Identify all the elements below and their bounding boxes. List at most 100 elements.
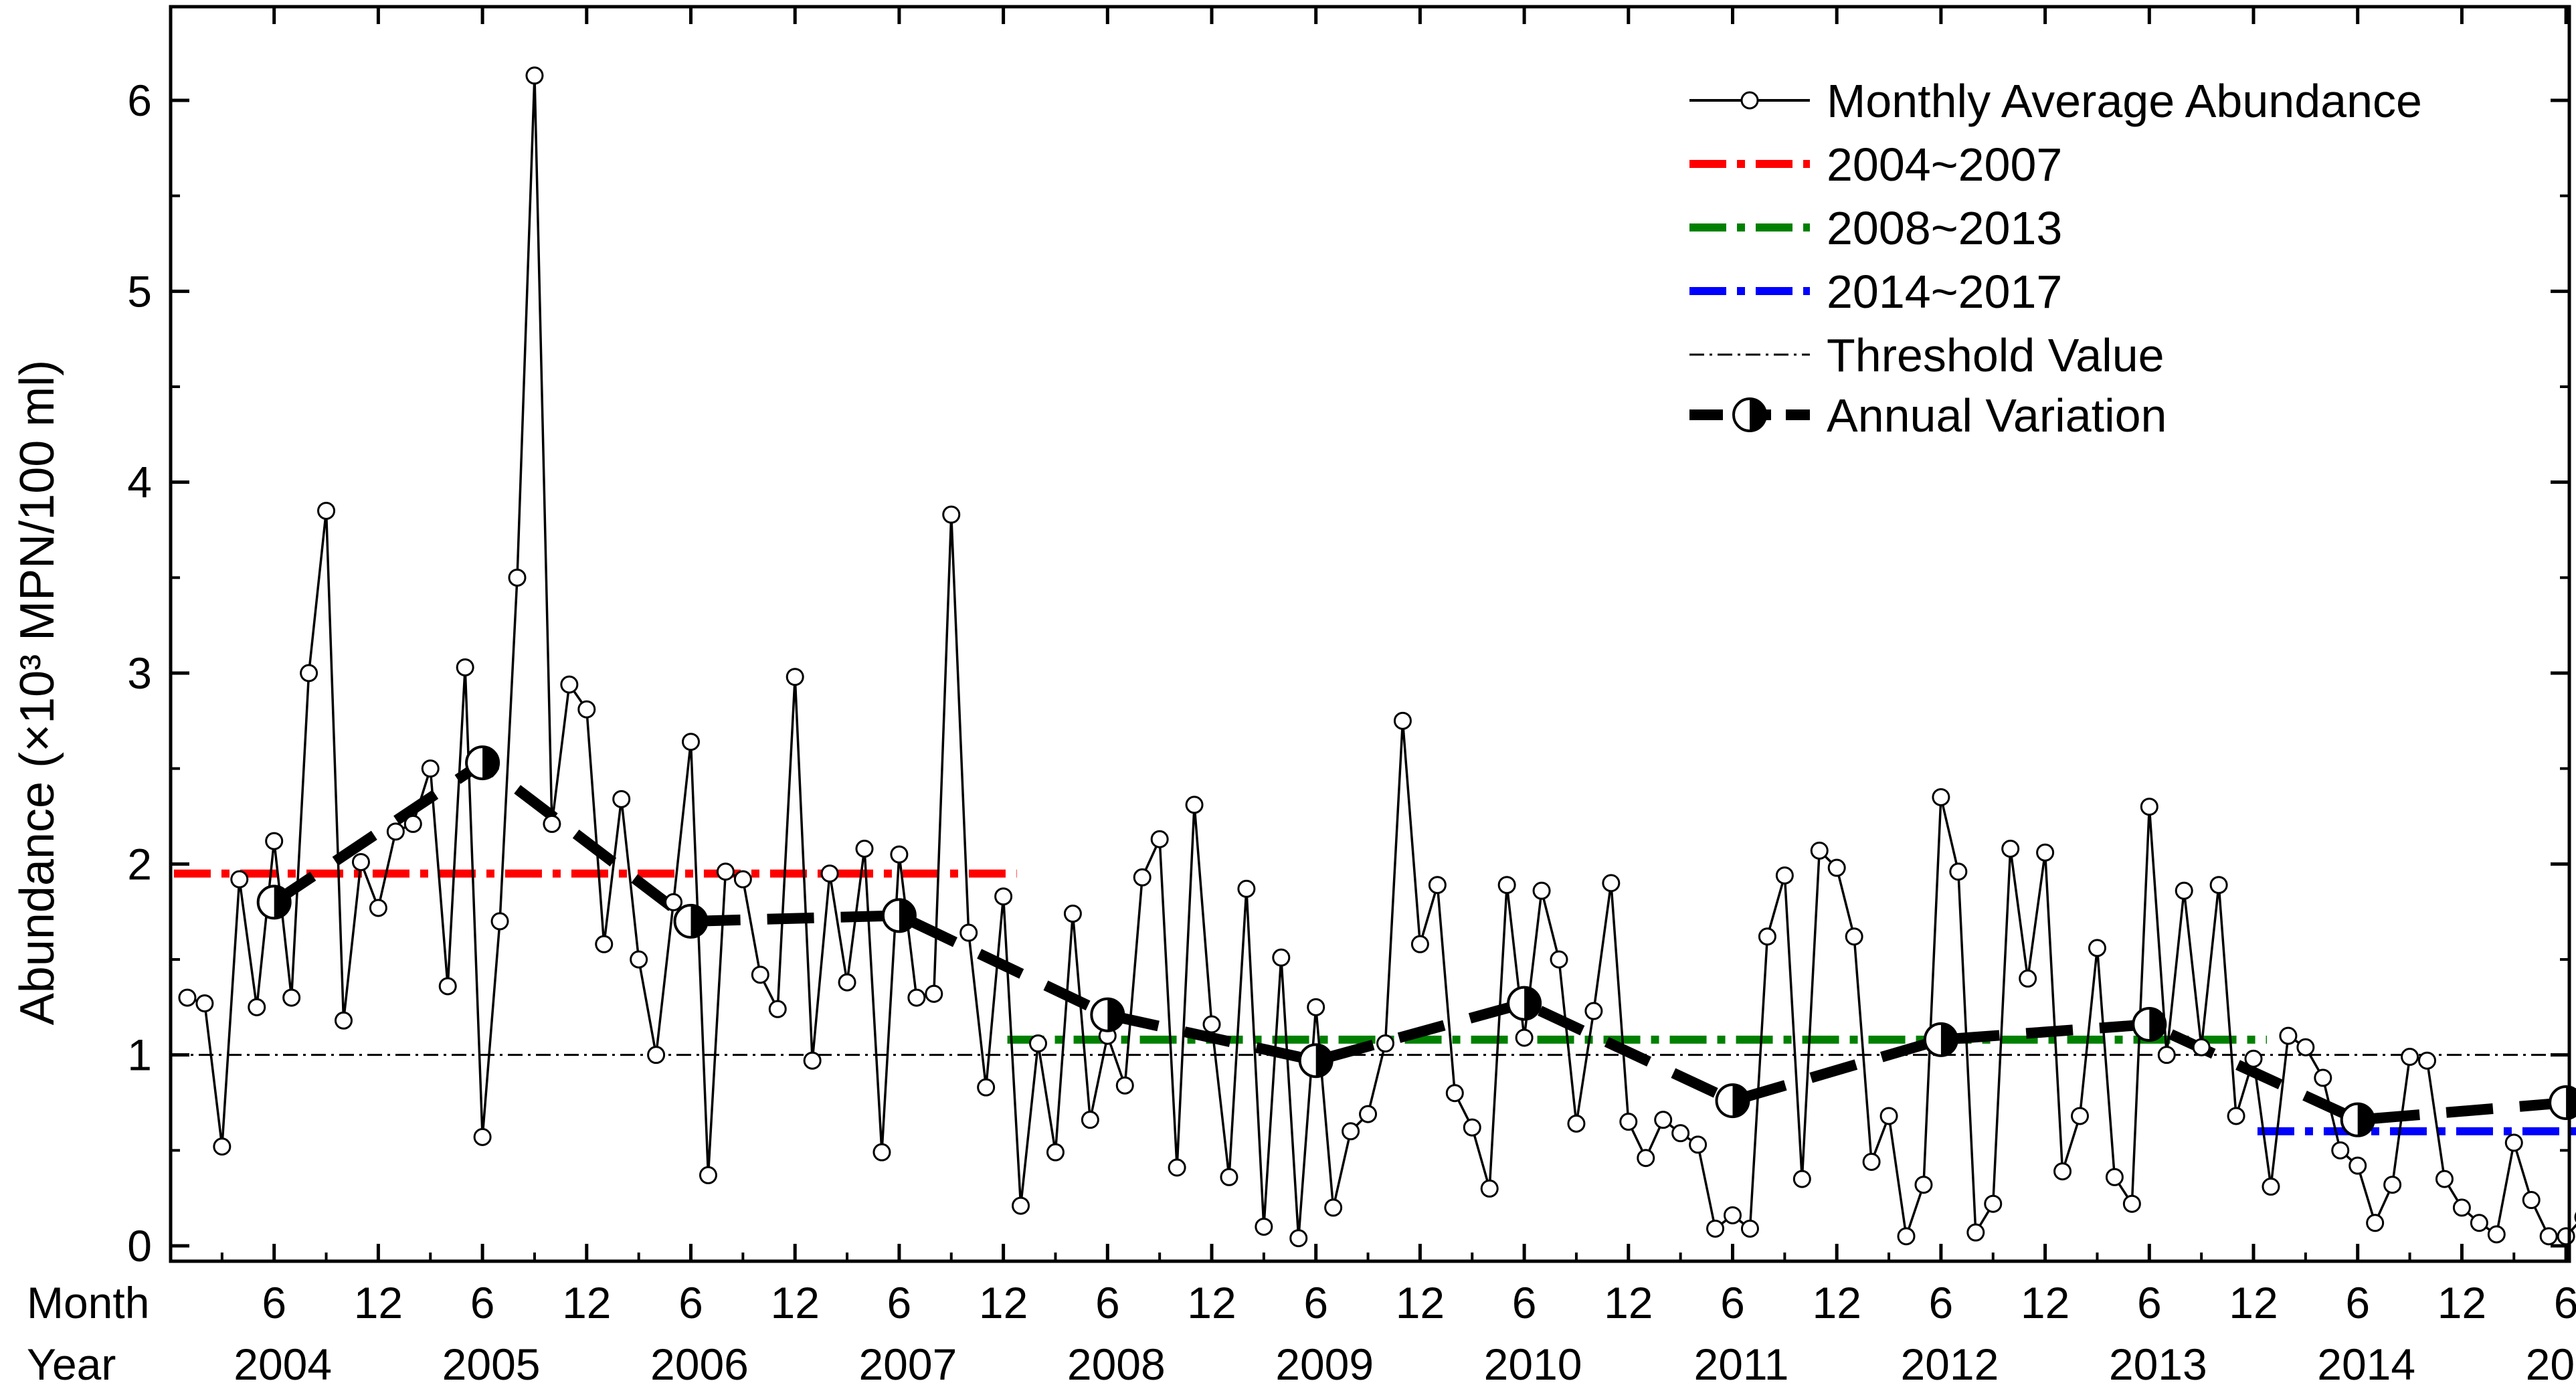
monthly-point (1671, 1124, 1690, 1143)
month-tick-label: 6 (887, 1278, 912, 1327)
monthly-point (1897, 1227, 1916, 1246)
plot-frame (169, 5, 2571, 1263)
monthly-point (925, 984, 943, 1003)
monthly-point (1307, 998, 1325, 1016)
monthly-point (577, 700, 596, 719)
legend-entry: 2004~2007 (1689, 138, 2062, 191)
monthly-point (630, 950, 648, 969)
month-tick-label: 12 (2437, 1278, 2486, 1327)
annual-point (465, 745, 500, 781)
monthly-point (1342, 1122, 1360, 1141)
month-tick-label: 6 (2137, 1278, 2162, 1327)
marker-fill (2566, 1087, 2576, 1119)
monthly-point (2314, 1069, 2332, 1087)
monthly-point (2452, 1198, 2471, 1217)
monthly-point (820, 864, 839, 883)
monthly-point (664, 893, 683, 911)
monthly-point (2071, 1107, 2089, 1125)
legend-marker (1732, 397, 1767, 432)
monthly-point (682, 733, 700, 751)
monthly-point (1550, 950, 1568, 969)
monthly-point (1724, 1206, 1742, 1224)
monthly-point (1949, 862, 1968, 881)
marker-fill (1732, 1085, 1749, 1117)
monthly-point (1133, 868, 1152, 887)
monthly-point (1862, 1152, 1881, 1171)
monthly-point (560, 675, 579, 694)
monthly-point (1237, 879, 1256, 898)
monthly-point (317, 501, 336, 520)
year-tick-label: 2006 (650, 1339, 749, 1387)
legend-marker (1740, 91, 1759, 110)
monthly-point (733, 870, 752, 889)
monthly-point (1497, 876, 1516, 895)
month-tick-label: 6 (1512, 1278, 1537, 1327)
annual-point (1298, 1043, 1333, 1079)
monthly-point (2262, 1178, 2280, 1196)
monthly-point (751, 965, 769, 984)
monthly-point (838, 973, 856, 992)
month-tick-label: 12 (562, 1278, 611, 1327)
monthly-point (2192, 1038, 2211, 1056)
legend-entry: 2014~2017 (1689, 266, 2062, 318)
legend: Monthly Average Abundance 2004~2007 2008~2… (1689, 75, 2422, 442)
marker-fill (1940, 1023, 1957, 1056)
monthly-point (1689, 1135, 1708, 1154)
y-tick-label: 0 (127, 1221, 152, 1271)
monthly-point (1150, 830, 1169, 848)
monthly-point (2140, 798, 2158, 816)
monthly-point (855, 840, 874, 858)
monthly-point (1532, 881, 1551, 900)
month-tick-label: 6 (678, 1278, 703, 1327)
month-tick-label: 6 (1303, 1278, 1328, 1327)
monthly-point (1081, 1111, 1099, 1129)
monthly-point (2279, 1026, 2298, 1045)
year-tick-label: 2013 (2109, 1339, 2207, 1387)
month-tick-label: 6 (262, 1278, 286, 1327)
monthly-point (994, 887, 1013, 906)
annual-point (2549, 1085, 2576, 1120)
year-tick-label: 2004 (234, 1339, 332, 1387)
monthly-point (2244, 1049, 2263, 1068)
monthly-point (942, 505, 961, 524)
monthly-point (1619, 1113, 1638, 1131)
monthly-point (872, 1143, 891, 1162)
monthly-point (2470, 1214, 2488, 1232)
month-tick-label: 12 (2021, 1278, 2069, 1327)
monthly-point (2227, 1107, 2245, 1125)
y-tick-label: 1 (127, 1030, 152, 1080)
monthly-point (716, 862, 735, 881)
monthly-point (2088, 939, 2106, 957)
monthly-point (612, 790, 631, 808)
year-tick-label: 2008 (1067, 1339, 1166, 1387)
monthly-point (1966, 1223, 1985, 1242)
y-axis-title: Abundance (×10³ MPN/100 ml) (11, 360, 64, 1026)
monthly-point (1480, 1179, 1499, 1198)
legend-entry: 2008~2013 (1689, 202, 2062, 254)
monthly-point (1740, 1219, 1759, 1238)
monthly-point (456, 658, 474, 676)
monthly-point (803, 1051, 822, 1070)
year-tick-label: 2007 (858, 1339, 957, 1387)
monthly-point (595, 935, 614, 953)
monthly-point (1584, 1002, 1603, 1020)
monthly-point (890, 845, 909, 864)
monthly-point (369, 899, 387, 917)
legend-entry: Monthly Average Abundance (1689, 75, 2422, 127)
monthly-point (1463, 1118, 1481, 1137)
monthly-point (1445, 1084, 1464, 1103)
legend-entry: Threshold Value (1689, 329, 2165, 381)
monthly-point (786, 668, 804, 686)
marker-fill (691, 905, 707, 937)
marker-fill (2149, 1008, 2166, 1041)
annual-point (256, 885, 292, 920)
monthly-point (1515, 1028, 1534, 1047)
monthly-point (508, 568, 527, 587)
y-tick-label: 5 (127, 266, 152, 316)
monthly-point (2019, 969, 2037, 988)
y-tick-label: 2 (127, 839, 152, 889)
monthly-point (403, 814, 422, 833)
monthly-point (1063, 905, 1082, 923)
monthly-point (248, 998, 266, 1016)
